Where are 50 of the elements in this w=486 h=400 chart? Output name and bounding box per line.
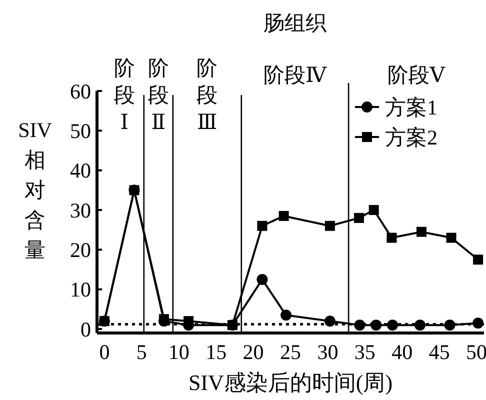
x-tick-label: 25 — [280, 340, 301, 364]
point — [354, 212, 364, 223]
annotation: 阶段Ⅱ — [148, 56, 169, 134]
y-tick-label: 10 — [70, 278, 91, 302]
y-tick-label: 30 — [70, 198, 91, 222]
point — [227, 320, 238, 330]
point — [414, 320, 426, 331]
y-tick-label: 50 — [70, 119, 91, 144]
point — [444, 320, 456, 331]
point — [324, 316, 336, 327]
annotation: 阶段Ⅲ — [196, 56, 218, 134]
x-tick-label: 35 — [354, 340, 376, 364]
y-tick-label: 40 — [70, 158, 91, 183]
x-tick-label: 5 — [136, 340, 147, 364]
x-tick-label: 10 — [168, 340, 190, 364]
point — [386, 320, 398, 331]
point — [416, 226, 426, 237]
x-tick-label: 15 — [206, 340, 227, 364]
point — [472, 318, 484, 329]
point — [324, 220, 335, 231]
x-tick-label: 50 — [466, 340, 486, 364]
point — [158, 314, 169, 324]
point — [256, 274, 268, 285]
point — [386, 232, 397, 243]
legend-label: 方案1 — [385, 95, 438, 120]
point — [473, 254, 484, 265]
text: 阶段Ⅳ — [263, 63, 328, 87]
x-axis-title: SIV感染后的时间(周) — [188, 370, 393, 395]
point — [257, 220, 268, 231]
x-tick-label: 0 — [99, 340, 110, 364]
y-tick-label: 60 — [70, 79, 91, 104]
text: 阶段Ⅴ — [388, 63, 446, 87]
point — [370, 320, 382, 331]
point — [280, 310, 292, 321]
legend-label: 方案2 — [385, 125, 438, 150]
x-tick-label: 30 — [317, 340, 338, 364]
x-tick-label: 40 — [392, 340, 413, 364]
y-axis-title: SIV相对含量 — [18, 118, 52, 262]
point — [368, 205, 379, 216]
point — [446, 232, 456, 243]
chart-title: 肠组织 — [263, 11, 326, 35]
x-tick-label: 20 — [242, 340, 264, 364]
point — [278, 210, 289, 221]
point — [129, 185, 140, 196]
y-tick-label: 20 — [70, 238, 91, 262]
point — [99, 316, 110, 326]
x-tick-label: 45 — [428, 340, 450, 364]
y-tick-label: 0 — [80, 317, 91, 342]
annotation: 阶段Ⅰ — [114, 56, 135, 134]
point — [354, 320, 366, 331]
